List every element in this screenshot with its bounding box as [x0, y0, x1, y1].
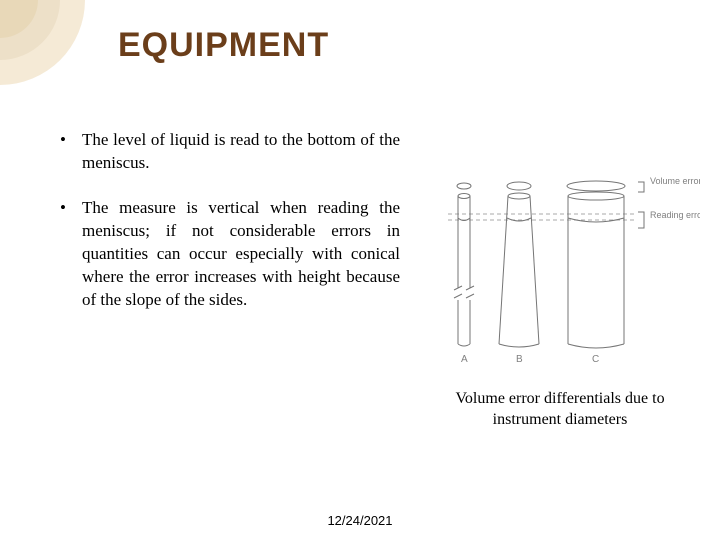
- label-b: B: [516, 354, 523, 365]
- label-c: C: [592, 354, 599, 365]
- bullet-icon: •: [60, 128, 82, 174]
- bullet-text: The measure is vertical when reading the…: [82, 196, 400, 311]
- footer-date: 12/24/2021: [0, 513, 720, 528]
- figure-caption: Volume error differentials due to instru…: [430, 388, 690, 430]
- equipment-figure: Volume error Reading error A B C: [420, 148, 700, 368]
- title-text: EQUIPMENT: [118, 26, 329, 64]
- label-reading-error: Reading error: [650, 210, 700, 220]
- list-item: • The level of liquid is read to the bot…: [60, 128, 400, 174]
- bullet-list: • The level of liquid is read to the bot…: [60, 128, 400, 333]
- list-item: • The measure is vertical when reading t…: [60, 196, 400, 311]
- page-title: EQUIPMENT: [118, 26, 329, 65]
- bullet-icon: •: [60, 196, 82, 311]
- label-a: A: [461, 354, 468, 365]
- corner-decoration: [0, 0, 110, 90]
- label-volume-error: Volume error: [650, 176, 700, 186]
- bullet-text: The level of liquid is read to the botto…: [82, 128, 400, 174]
